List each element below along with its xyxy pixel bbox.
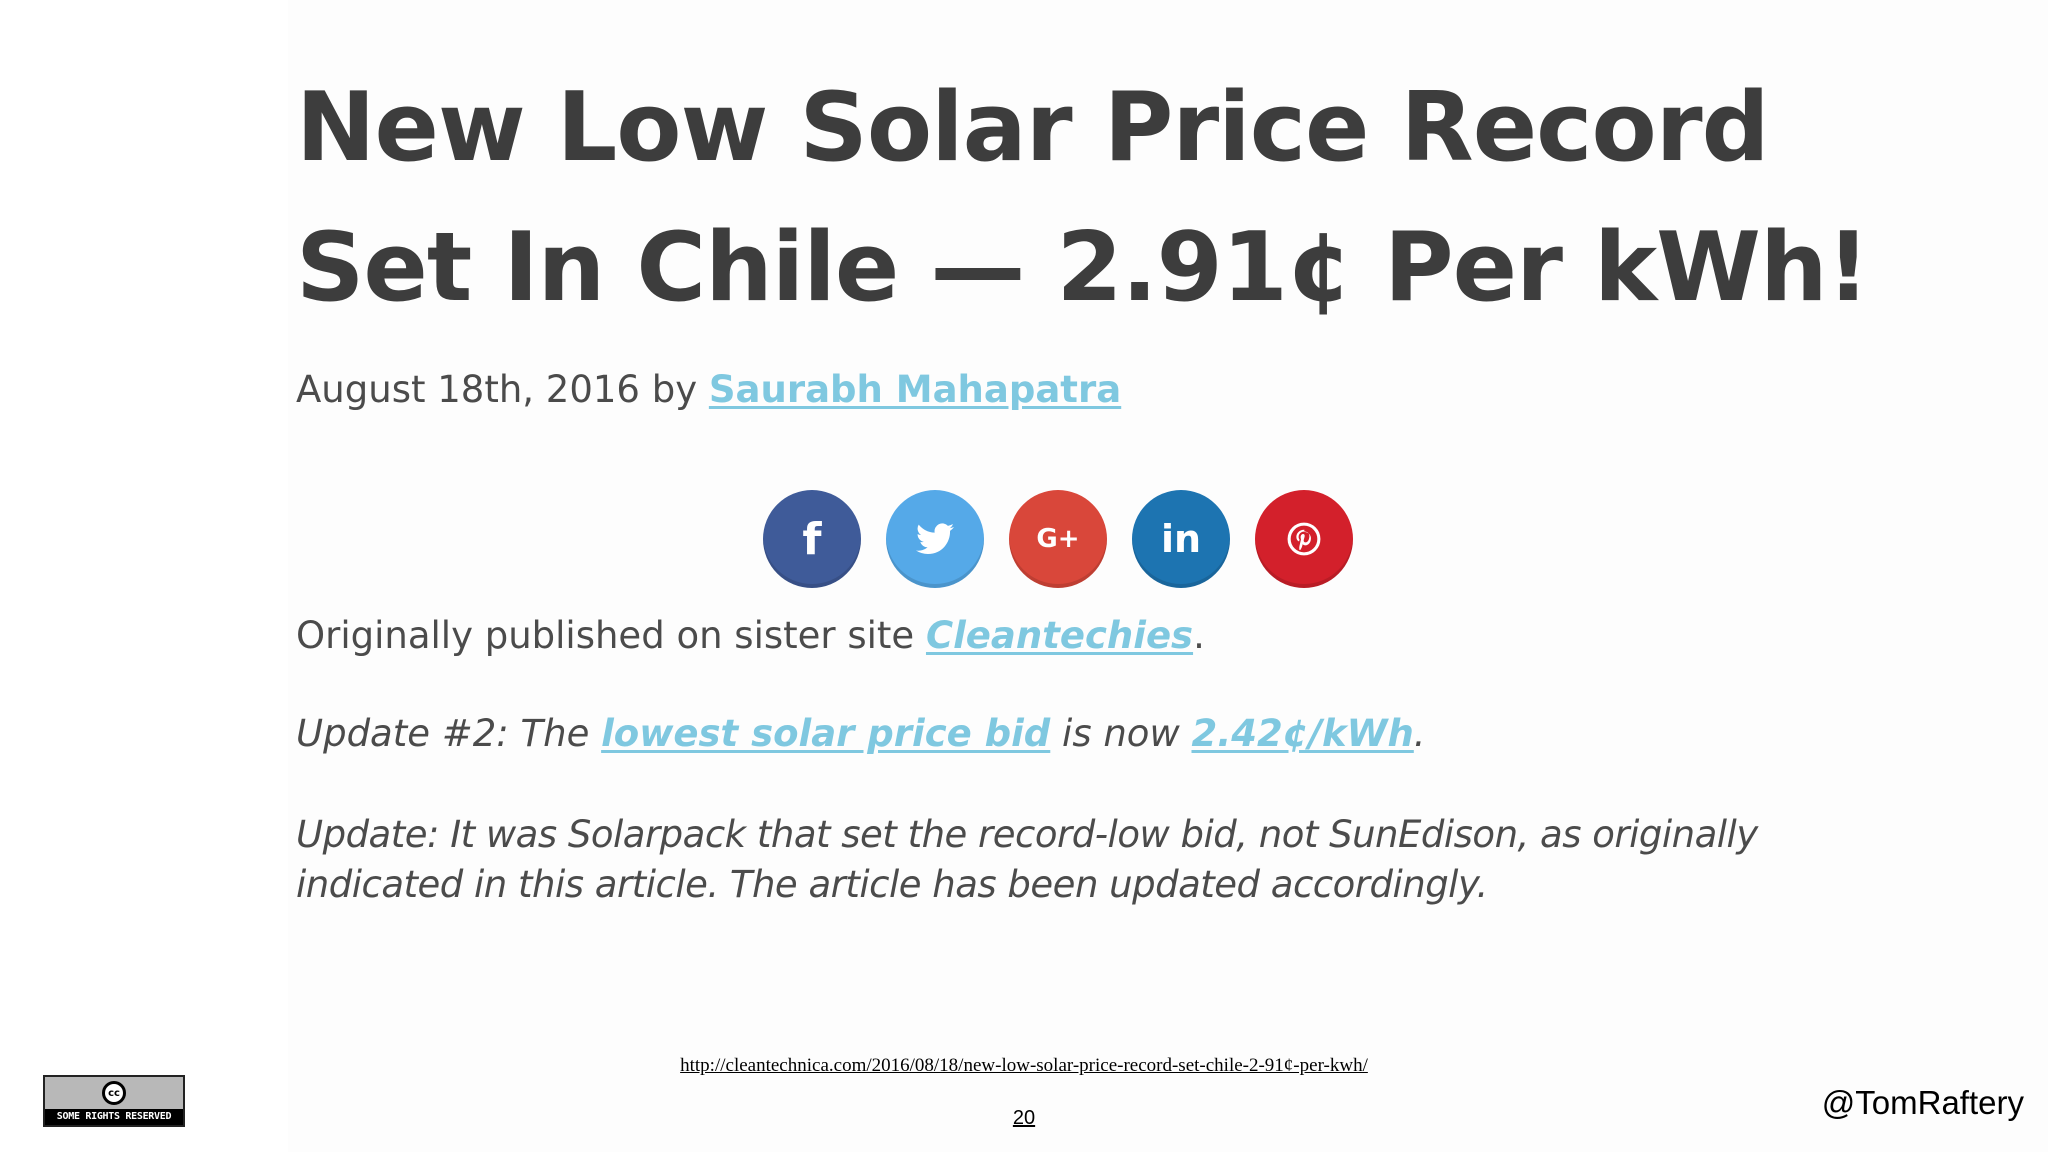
twitter-share-button[interactable] — [886, 490, 984, 588]
facebook-icon: f — [802, 513, 822, 565]
author-link[interactable]: Saurabh Mahapatra — [708, 368, 1122, 411]
title-line-1: New Low Solar Price Record — [296, 73, 1770, 183]
update2-mid: is now — [1050, 712, 1192, 755]
twitter-icon — [916, 523, 954, 555]
share-buttons: f G+ in — [763, 490, 1353, 588]
byline: August 18th, 2016 by Saurabh Mahapatra — [296, 368, 1121, 411]
cleantechies-link[interactable]: Cleantechies — [925, 614, 1194, 657]
creative-commons-badge[interactable]: cc SOME RIGHTS RESERVED — [43, 1075, 185, 1127]
twitter-handle: @TomRaftery — [1821, 1084, 2024, 1121]
orig-prefix: Originally published on sister site — [296, 614, 926, 657]
byline-date: August 18th, 2016 by — [296, 368, 709, 411]
cc-license-text: SOME RIGHTS RESERVED — [45, 1109, 183, 1125]
article-title: New Low Solar Price Record Set In Chile … — [296, 58, 2016, 338]
update2-prefix: Update #2: The — [296, 712, 602, 755]
linkedin-icon: in — [1160, 517, 1202, 561]
facebook-share-button[interactable]: f — [763, 490, 861, 588]
pinterest-icon — [1287, 522, 1321, 556]
lowest-bid-link[interactable]: lowest solar price bid — [601, 712, 1051, 755]
originally-published-note: Originally published on sister site Clea… — [296, 614, 1205, 657]
pinterest-share-button[interactable] — [1255, 490, 1353, 588]
linkedin-share-button[interactable]: in — [1132, 490, 1230, 588]
update2-suffix: . — [1413, 712, 1426, 755]
cc-icon: cc — [102, 1081, 126, 1105]
update-2-note: Update #2: The lowest solar price bid is… — [296, 712, 1426, 755]
title-line-2: Set In Chile — 2.91¢ Per kWh! — [296, 213, 1870, 323]
update-1-note: Update: It was Solarpack that set the re… — [296, 813, 1758, 906]
cc-logo-area: cc — [45, 1077, 183, 1109]
google-plus-share-button[interactable]: G+ — [1009, 490, 1107, 588]
source-url[interactable]: http://cleantechnica.com/2016/08/18/new-… — [680, 1055, 1368, 1076]
price-link[interactable]: 2.42¢/kWh — [1191, 712, 1414, 755]
orig-suffix: . — [1193, 614, 1205, 657]
page-number: 20 — [1012, 1107, 1036, 1129]
google-plus-icon: G+ — [1036, 524, 1080, 554]
